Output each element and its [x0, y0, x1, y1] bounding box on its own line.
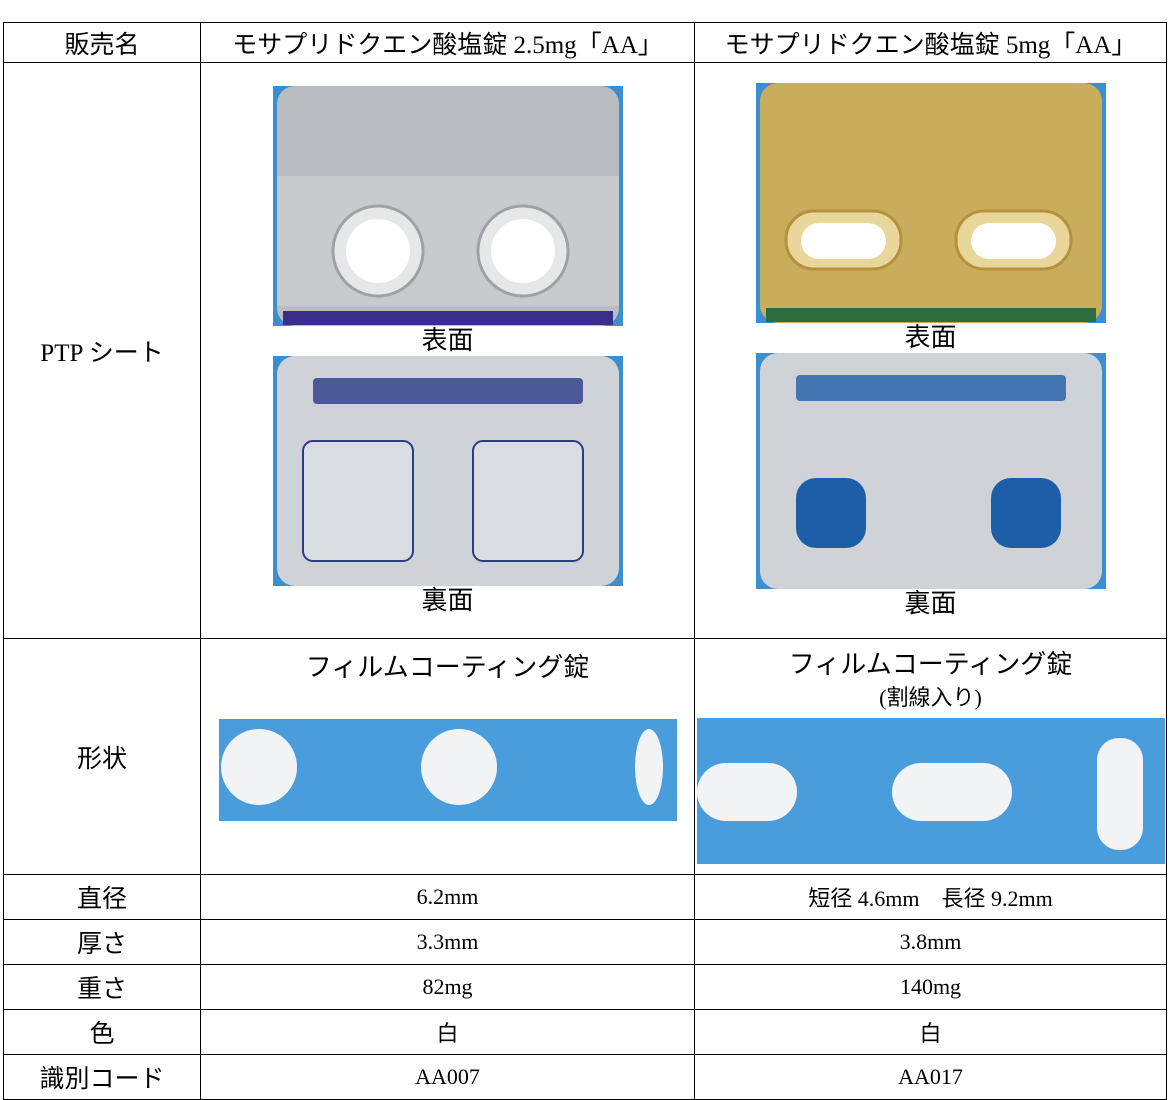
data-row: 直径 6.2mm 短径 4.6mm 長径 9.2mm: [3, 874, 1167, 920]
spec-table: 販売名 モサプリドクエン酸塩錠 2.5mg「AA」 モサプリドクエン酸塩錠 5m…: [3, 22, 1167, 1100]
tablet-image: [696, 717, 1165, 864]
ptp-cell: 表面 裏面: [200, 62, 695, 639]
caption: 裏面: [904, 588, 957, 618]
row-label: 識別コード: [3, 1054, 201, 1100]
value-cell: 6.2mm: [200, 874, 695, 920]
caption: 表面: [904, 322, 957, 352]
row-label: 重さ: [3, 964, 201, 1010]
ptp-row: PTP シート 表面 裏面 表面 裏面: [3, 62, 1167, 639]
value-cell: 140mg: [694, 964, 1167, 1010]
tablet-image: [218, 718, 677, 821]
caption: 裏面: [421, 585, 474, 615]
header-cell: 販売名: [3, 22, 201, 63]
data-row: 色白白: [3, 1009, 1167, 1055]
value-cell: 短径 4.6mm 長径 9.2mm: [694, 874, 1167, 920]
blister-front-image: [755, 82, 1106, 323]
data-row: 識別コード AA007 AA017: [3, 1054, 1167, 1100]
value-cell: 82mg: [200, 964, 695, 1010]
value-cell: 白: [694, 1009, 1167, 1055]
shape-text: フィルムコーティング錠: [305, 652, 590, 682]
row-label: 直径: [3, 874, 201, 920]
data-row: 重さ 82mg 140mg: [3, 964, 1167, 1010]
value-cell: AA007: [200, 1054, 695, 1100]
blister-back-image: [272, 355, 623, 586]
value-cell: 3.3mm: [200, 919, 695, 965]
header-cell: モサプリドクエン酸塩錠 2.5mg「AA」: [200, 22, 695, 63]
shape-text: フィルムコーティング錠: [788, 649, 1073, 679]
blister-back-image: [755, 352, 1106, 589]
shape-row: 形状 フィルムコーティング錠 フィルムコーティング錠 (割線入り): [3, 638, 1167, 875]
value-cell: AA017: [694, 1054, 1167, 1100]
caption: 表面: [421, 325, 474, 355]
ptp-cell: 表面 裏面: [694, 62, 1167, 639]
shape-note: (割線入り): [879, 684, 982, 710]
value-cell: 3.8mm: [694, 919, 1167, 965]
row-label: PTP シート: [3, 62, 201, 639]
header-cell: モサプリドクエン酸塩錠 5mg「AA」: [694, 22, 1167, 63]
header-row: 販売名 モサプリドクエン酸塩錠 2.5mg「AA」 モサプリドクエン酸塩錠 5m…: [3, 22, 1167, 63]
row-label: 色: [3, 1009, 201, 1055]
row-label: 厚さ: [3, 919, 201, 965]
shape-cell: フィルムコーティング錠: [200, 638, 695, 875]
blister-front-image: [272, 85, 623, 326]
value-cell: 白: [200, 1009, 695, 1055]
row-label: 形状: [3, 638, 201, 875]
shape-cell: フィルムコーティング錠 (割線入り): [694, 638, 1167, 875]
data-row: 厚さ 3.3mm 3.8mm: [3, 919, 1167, 965]
